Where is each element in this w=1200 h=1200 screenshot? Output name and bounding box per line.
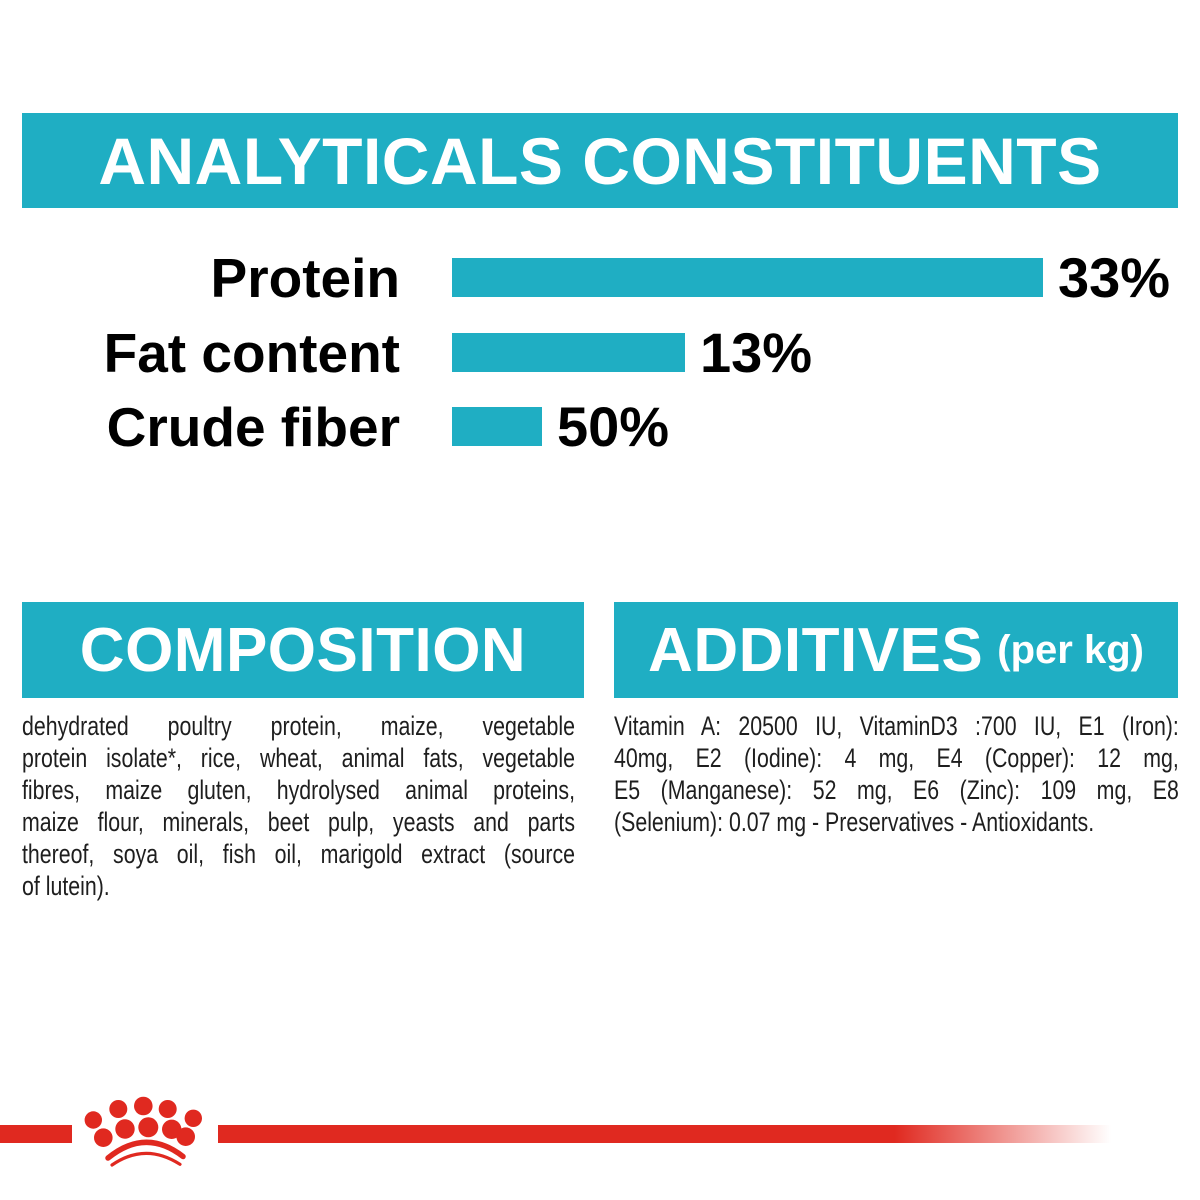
composition-title: COMPOSITION xyxy=(79,615,527,685)
composition-text-line: dehydrated poultry protein, maize, veget… xyxy=(22,711,575,741)
composition-text-line: maize flour, minerals, beet pulp, yeasts… xyxy=(22,807,575,837)
chart-row-crude-fiber: Crude fiber 50% xyxy=(0,395,1200,458)
footer-rule-left xyxy=(0,1125,72,1143)
crude-fiber-bar xyxy=(452,407,542,446)
fat-content-label: Fat content xyxy=(103,321,400,384)
composition-text-line: of lutein). xyxy=(22,871,110,901)
protein-label: Protein xyxy=(210,246,400,309)
composition-text-line: protein isolate*, rice, wheat, animal fa… xyxy=(22,743,575,773)
royal-canin-crown-icon xyxy=(84,1096,202,1167)
additives-text-line: Vitamin A: 20500 IU, VitaminD3 :700 IU, … xyxy=(614,711,1179,741)
protein-value: 33% xyxy=(1058,246,1171,309)
crude-fiber-label: Crude fiber xyxy=(106,395,400,458)
protein-bar xyxy=(452,258,1043,297)
additives-text-line: (Selenium): 0.07 mg - Preservatives - An… xyxy=(614,807,1095,837)
fat-content-value: 13% xyxy=(700,321,813,384)
additives-title: ADDITIVES xyxy=(648,615,984,685)
analytical-constituents-banner: ANALYTICALS CONSTITUENTS xyxy=(22,113,1178,208)
composition-banner: COMPOSITION xyxy=(22,602,584,698)
crude-fiber-value: 50% xyxy=(557,395,670,458)
additives-unit-label: (per kg) xyxy=(997,627,1144,672)
footer-rule-right xyxy=(218,1125,1120,1143)
composition-text-line: fibres, maize gluten, hydrolysed animal … xyxy=(22,775,575,805)
analytical-constituents-title: ANALYTICALS CONSTITUENTS xyxy=(98,123,1102,198)
fat-content-bar xyxy=(452,333,685,372)
additives-text-line: 40mg, E2 (Iodine): 4 mg, E4 (Copper): 12… xyxy=(614,743,1179,773)
additives-banner: ADDITIVES (per kg) xyxy=(614,602,1178,698)
composition-text: dehydrated poultry protein, maize, veget… xyxy=(22,710,575,902)
composition-text-line: thereof, soya oil, fish oil, marigold ex… xyxy=(22,839,575,869)
additives-text-line: E5 (Manganese): 52 mg, E6 (Zinc): 109 mg… xyxy=(614,775,1179,805)
chart-row-protein: Protein 33% xyxy=(0,246,1200,309)
chart-row-fat-content: Fat content 13% xyxy=(0,321,1200,384)
additives-text: Vitamin A: 20500 IU, VitaminD3 :700 IU, … xyxy=(614,710,1179,838)
